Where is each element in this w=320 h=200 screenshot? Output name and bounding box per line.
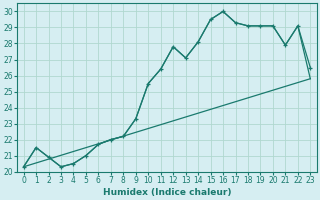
X-axis label: Humidex (Indice chaleur): Humidex (Indice chaleur) — [103, 188, 231, 197]
